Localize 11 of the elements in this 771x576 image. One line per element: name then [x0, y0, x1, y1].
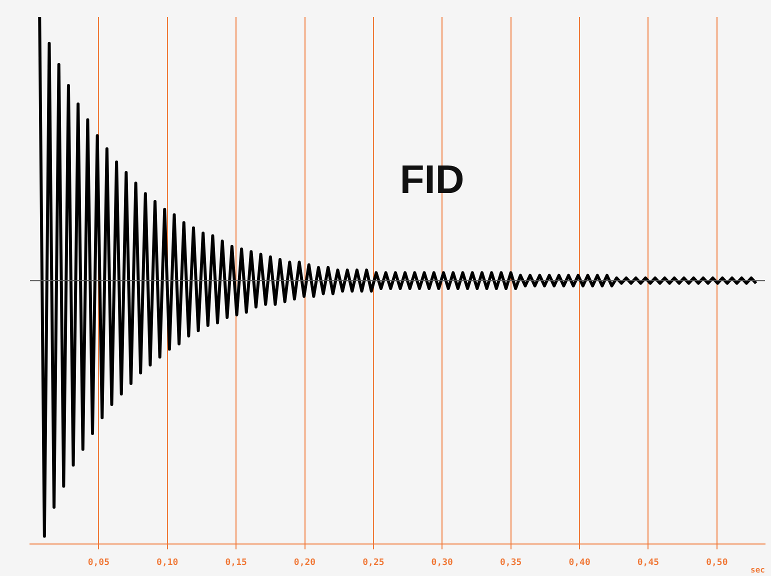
x-tick-label: 0,40 — [568, 558, 590, 568]
x-tick-label: 0,30 — [431, 558, 453, 568]
x-tick-label: 0,05 — [88, 558, 110, 568]
x-tick-label: 0,35 — [500, 558, 522, 568]
x-tick-label: 0,25 — [362, 558, 384, 568]
x-tick-label: 0,50 — [706, 558, 728, 568]
x-axis-title: sec — [750, 565, 766, 574]
x-tick-label: 0,20 — [294, 558, 316, 568]
x-tick-label: 0,15 — [225, 558, 247, 568]
x-tick-label: 0,45 — [637, 558, 660, 568]
x-tick-label: 0,10 — [156, 558, 178, 568]
